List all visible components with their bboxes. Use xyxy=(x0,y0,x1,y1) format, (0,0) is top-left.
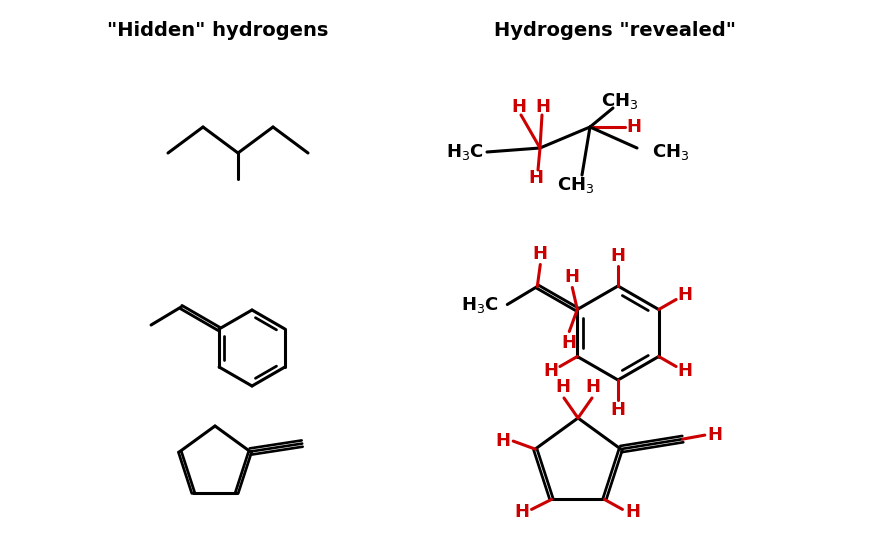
Text: H: H xyxy=(625,503,640,521)
Text: H: H xyxy=(514,503,529,521)
Text: H: H xyxy=(496,432,510,450)
Text: H: H xyxy=(536,98,551,116)
Text: H: H xyxy=(611,401,626,419)
Text: H$_3$C: H$_3$C xyxy=(447,142,484,162)
Text: H: H xyxy=(565,268,579,286)
Text: H: H xyxy=(511,98,526,116)
Text: H: H xyxy=(544,362,558,380)
Text: CH$_3$: CH$_3$ xyxy=(558,175,594,195)
Text: H: H xyxy=(627,118,642,136)
Text: H: H xyxy=(677,362,692,380)
Text: "Hidden" hydrogens: "Hidden" hydrogens xyxy=(108,21,329,40)
Text: H: H xyxy=(586,378,600,396)
Text: CH$_3$: CH$_3$ xyxy=(652,142,690,162)
Text: H: H xyxy=(556,378,571,396)
Text: H: H xyxy=(611,247,626,265)
Text: H: H xyxy=(533,245,548,263)
Text: H: H xyxy=(529,169,544,187)
Text: H: H xyxy=(677,286,692,304)
Text: H: H xyxy=(562,334,577,352)
Text: CH$_3$: CH$_3$ xyxy=(601,91,639,111)
Text: H: H xyxy=(707,426,722,444)
Text: H$_3$C: H$_3$C xyxy=(461,295,499,315)
Text: Hydrogens "revealed": Hydrogens "revealed" xyxy=(494,21,736,40)
